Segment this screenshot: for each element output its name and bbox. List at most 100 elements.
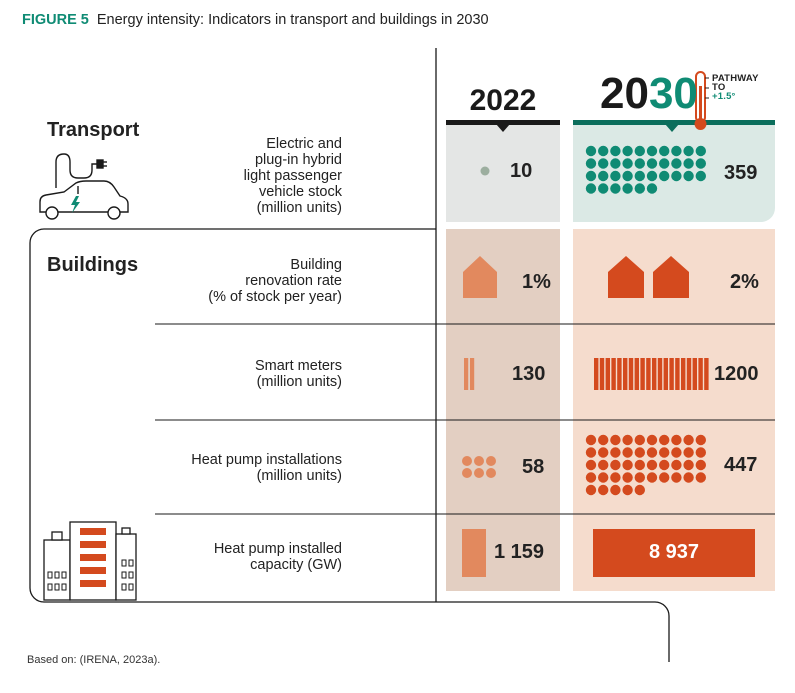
year-2030-prefix: 20	[600, 69, 649, 118]
heat-pump-dot-2030	[622, 447, 633, 458]
heat-pump-dot-2030	[659, 434, 670, 446]
value-2022-heat-pump-capacity: 1 159	[494, 541, 545, 563]
heat-pump-dot-2030	[671, 447, 682, 458]
ev-dot-2030	[695, 158, 706, 169]
ev-dot-2030	[634, 145, 645, 157]
heat-pump-dot-2030	[622, 484, 633, 496]
heat-pump-dot-2030	[585, 459, 597, 471]
meter-bar-2030	[704, 358, 709, 390]
year-2030-suffix: 30	[648, 69, 698, 118]
meter-bar-2030	[617, 358, 622, 390]
value-2022-heat-pumps: 58	[522, 456, 545, 478]
heat-pump-dot-2030	[634, 484, 645, 496]
meter-bar-2030	[634, 358, 639, 390]
heat-pump-dot-2030	[671, 434, 682, 446]
meter-bar-2030	[605, 358, 610, 390]
row-label-heat-pumps: Heat pump installations (million units)	[191, 452, 342, 484]
meter-bar-2030	[611, 358, 616, 390]
header-notch-2022	[496, 124, 510, 132]
panel-2022-transport	[446, 124, 560, 222]
ev-dot-2030	[683, 170, 694, 182]
heat-pump-dot-2030	[610, 447, 621, 458]
city-buildings-icon	[43, 521, 137, 601]
heat-pump-dot-2030	[634, 472, 645, 483]
figure-caption: Energy intensity: Indicators in transpor…	[96, 12, 489, 28]
row-label-heat-pump-capacity: Heat pump installed capacity (GW)	[213, 541, 342, 573]
heat-pump-dot-2030	[646, 472, 658, 483]
heat-pump-dot-2030	[610, 484, 621, 496]
heat-pump-dot-2030	[646, 434, 658, 446]
heat-pump-dot-2030	[646, 447, 658, 458]
heat-pump-dot-2030	[683, 447, 694, 458]
ev-dot-2030	[634, 183, 645, 194]
meter-bar-2030	[681, 358, 686, 390]
meter-bar-2030	[698, 358, 703, 390]
charging-bolt-icon	[71, 196, 80, 213]
heat-pump-dot-2030	[695, 434, 706, 446]
meter-bar-2030	[640, 358, 645, 390]
figure-title: FIGURE 5 Energy intensity: Indicators in …	[22, 12, 489, 28]
meter-bar-2030	[657, 358, 663, 390]
heat-pump-dot-2030	[598, 447, 609, 458]
ev-dot-2030	[671, 145, 682, 157]
heat-pump-dot-2022	[486, 456, 496, 466]
heat-pump-dot-2022	[486, 468, 496, 478]
heat-pump-dot-2030	[671, 459, 682, 471]
ev-dot-2030	[610, 183, 621, 194]
ev-dot-2030	[622, 183, 633, 194]
thermometer-icon	[694, 71, 709, 130]
value-2030-heat-pumps: 447	[724, 454, 758, 476]
value-2022-renovation: 1%	[522, 271, 551, 293]
ev-dot-2030	[622, 158, 633, 169]
heat-pump-dot-2022	[462, 456, 472, 466]
ev-dot-2030	[683, 145, 694, 157]
meter-bar-2022	[470, 358, 475, 390]
ev-dot-2030	[646, 145, 658, 157]
house-icon-2030	[608, 256, 644, 298]
heat-pump-dot-2030	[585, 434, 597, 446]
heat-pump-dot-2030	[671, 472, 682, 483]
house-icon-2022	[463, 256, 497, 298]
meter-bar-2022	[464, 358, 469, 390]
electric-car-icon	[39, 153, 129, 220]
ev-dot-2030	[683, 158, 694, 169]
ev-dot-2022	[480, 166, 490, 176]
meter-bar-2030	[599, 358, 605, 390]
ev-dot-2030	[598, 158, 609, 169]
ev-dot-2030	[671, 170, 682, 182]
heat-pump-dot-2030	[695, 447, 706, 458]
ev-dot-2030	[585, 183, 597, 194]
house-icon-2030	[653, 256, 689, 298]
ev-dot-2030	[585, 158, 597, 169]
heat-pump-dot-2030	[610, 459, 621, 471]
ev-dot-2030	[659, 158, 670, 169]
pathway-line-3: +1.5°	[712, 91, 736, 102]
row-label-ev: Electric and plug-in hybrid light passenge…	[243, 136, 342, 216]
ev-dot-2030	[610, 158, 621, 169]
capacity-bar-2022	[462, 529, 486, 577]
ev-dot-2030	[646, 170, 658, 182]
heat-pump-dot-2030	[598, 434, 609, 446]
heat-pump-dot-2030	[695, 459, 706, 471]
heat-pump-dot-2030	[585, 472, 597, 483]
heat-pump-dot-2022	[474, 468, 484, 478]
heat-pump-dot-2030	[610, 434, 621, 446]
ev-dot-2030	[622, 170, 633, 182]
heat-pump-dot-2022	[474, 456, 484, 466]
row-label-renovation: Building renovation rate (% of stock per y…	[208, 257, 342, 305]
meter-bar-2030	[663, 358, 668, 390]
heat-pump-dot-2030	[659, 459, 670, 471]
heat-pump-dot-2030	[622, 472, 633, 483]
value-2030-renovation: 2%	[730, 271, 759, 293]
ev-dot-2030	[585, 170, 597, 182]
ev-dot-2030	[659, 145, 670, 157]
row-label-smart-meters: Smart meters (million units)	[254, 358, 342, 390]
value-2030-smart-meters: 1200	[714, 363, 759, 385]
heat-pump-dot-2030	[634, 459, 645, 471]
heat-pump-dot-2030	[585, 447, 597, 458]
meter-bar-2030	[675, 358, 680, 390]
ev-dot-2030	[598, 145, 609, 157]
heat-pump-dot-2022	[462, 468, 472, 478]
header-bar-2030	[573, 120, 775, 125]
ev-dot-2030	[659, 170, 670, 182]
